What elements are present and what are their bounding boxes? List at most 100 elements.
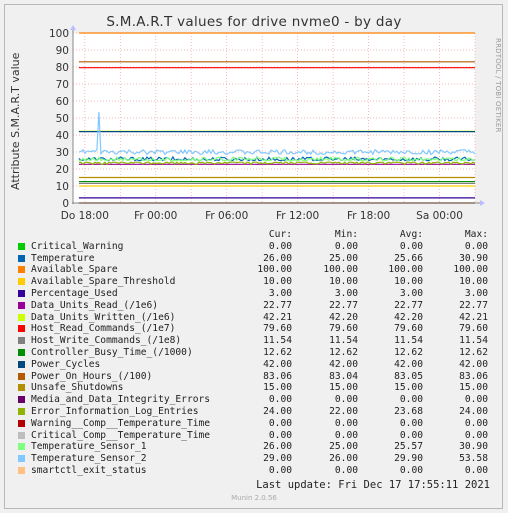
legend-row: Media_and_Data_Integrity_Errors 0.00 0.00 0… — [18, 394, 488, 406]
legend-swatch — [18, 348, 25, 356]
legend-value-cur: 10.00 — [263, 276, 292, 288]
legend-value-avg: 42.00 — [394, 358, 423, 370]
legend-value-max: 0.00 — [464, 464, 488, 476]
legend-value-avg: 10.00 — [394, 276, 423, 288]
legend-swatch — [18, 455, 25, 463]
legend-row: Power_On_Hours_(/100) 83.06 83.04 83.05 83.0… — [18, 371, 488, 383]
legend-value-cur: 24.00 — [263, 405, 292, 417]
legend-value-min: 11.54 — [329, 335, 358, 347]
legend-row: Temperature_Sensor_2 29.00 26.00 29.90 53.58 — [18, 453, 488, 465]
legend-row: Power_Cycles 42.00 42.00 42.00 42.00 — [18, 359, 488, 371]
legend-swatch — [18, 254, 25, 262]
legend-value-avg: 0.00 — [399, 417, 423, 429]
legend-value-cur: 15.00 — [263, 382, 292, 394]
legend-row: Unsafe_Shutdowns 15.00 15.00 15.00 15.00 — [18, 382, 488, 394]
legend-swatch — [18, 443, 25, 451]
legend-value-min: 83.04 — [329, 370, 358, 382]
legend-row: Host_Write_Commands_(/1e8) 11.54 11.54 11.5… — [18, 335, 488, 347]
y-tick-label: 50 — [56, 113, 69, 125]
legend-value-cur: 100.00 — [257, 264, 292, 276]
legend-value-max: 53.58 — [459, 453, 488, 465]
legend-value-avg: 23.68 — [394, 405, 423, 417]
legend-value-avg: 11.54 — [394, 335, 423, 347]
legend-value-max: 42.00 — [459, 358, 488, 370]
y-tick-label: 100 — [49, 28, 69, 40]
legend-value-cur: 29.00 — [263, 453, 292, 465]
legend-value-cur: 79.60 — [263, 323, 292, 335]
legend-series-name: Critical_Warning — [31, 240, 124, 252]
legend-value-cur: 0.00 — [268, 394, 292, 406]
x-tick-label: Fr 06:00 — [205, 210, 248, 222]
legend-value-max: 10.00 — [459, 276, 488, 288]
legend-row: Warning__Comp__Temperature_Time 0.00 0.00 0… — [18, 418, 488, 430]
legend-series-name: smartctl_exit_status — [31, 464, 147, 476]
legend-series-name: Critical_Comp__Temperature_Time — [31, 429, 211, 441]
legend-header-max: Max: — [464, 229, 488, 240]
legend-value-avg: 15.00 — [394, 382, 423, 394]
legend-value-cur: 83.06 — [263, 370, 292, 382]
legend-value-avg: 12.62 — [394, 346, 423, 358]
legend-header-cur: Cur: — [268, 229, 292, 240]
legend-row: Data_Units_Read_(/1e6) 22.77 22.77 22.77 22.… — [18, 300, 488, 312]
legend-value-min: 10.00 — [329, 276, 358, 288]
series-line — [78, 161, 476, 166]
legend-series-name: Data_Units_Written_(/1e6) — [31, 311, 176, 323]
legend-swatch — [18, 466, 25, 474]
legend-series-name: Media_and_Data_Integrity_Errors — [31, 394, 211, 406]
legend-series-name: Warning__Comp__Temperature_Time — [31, 417, 211, 429]
legend-table: Cur: Min: Avg: Max: Critical_Warning 0.00… — [18, 229, 488, 477]
legend-swatch — [18, 372, 25, 380]
legend-value-min: 0.00 — [334, 240, 358, 252]
legend-value-min: 79.60 — [329, 323, 358, 335]
y-tick-label: 90 — [56, 45, 69, 57]
legend-value-max: 0.00 — [464, 429, 488, 441]
legend-value-cur: 0.00 — [268, 429, 292, 441]
legend-row: Host_Read_Commands_(/1e7) 79.60 79.60 79.60… — [18, 323, 488, 335]
legend-swatch — [18, 278, 25, 286]
legend-row: Percentage_Used 3.00 3.00 3.00 3.00 — [18, 288, 488, 300]
legend-swatch — [18, 419, 25, 427]
legend-value-max: 30.90 — [459, 252, 488, 264]
legend-value-min: 42.00 — [329, 358, 358, 370]
legend-value-avg: 3.00 — [399, 287, 423, 299]
y-tick-label: 20 — [56, 164, 69, 176]
legend-series-name: Power_Cycles — [31, 358, 101, 370]
legend-value-cur: 0.00 — [268, 417, 292, 429]
legend-series-name: Data_Units_Read_(/1e6) — [31, 299, 159, 311]
legend-value-min: 0.00 — [334, 464, 358, 476]
legend-value-avg: 25.57 — [394, 441, 423, 453]
legend-value-min: 12.62 — [329, 346, 358, 358]
legend-value-max: 0.00 — [464, 240, 488, 252]
legend-value-cur: 0.00 — [268, 464, 292, 476]
series-line — [78, 111, 476, 156]
legend-value-cur: 3.00 — [268, 287, 292, 299]
legend-value-max: 42.21 — [459, 311, 488, 323]
legend-series-name: Temperature_Sensor_2 — [31, 453, 147, 465]
legend-value-cur: 42.00 — [263, 358, 292, 370]
legend-value-min: 25.00 — [329, 441, 358, 453]
legend-header: Cur: Min: Avg: Max: — [18, 229, 488, 241]
legend-value-avg: 100.00 — [388, 264, 423, 276]
x-gridlines — [84, 33, 476, 203]
legend-swatch — [18, 407, 25, 415]
legend-value-avg: 0.00 — [399, 464, 423, 476]
legend-value-min: 42.20 — [329, 311, 358, 323]
munin-version: Munin 2.0.56 — [231, 494, 277, 502]
legend-value-avg: 0.00 — [399, 240, 423, 252]
legend-row: Critical_Comp__Temperature_Time 0.00 0.00 0… — [18, 430, 488, 442]
x-tick-label: Fr 00:00 — [134, 210, 177, 222]
legend-swatch — [18, 313, 25, 321]
legend-value-cur: 22.77 — [263, 299, 292, 311]
legend-header-min: Min: — [334, 229, 358, 240]
legend-value-max: 100.00 — [453, 264, 488, 276]
legend-series-name: Available_Spare — [31, 264, 118, 276]
legend-row: Available_Spare_Threshold 10.00 10.00 10.00… — [18, 276, 488, 288]
legend-value-avg: 29.90 — [394, 453, 423, 465]
legend-value-avg: 83.05 — [394, 370, 423, 382]
legend-value-cur: 42.21 — [263, 311, 292, 323]
legend-series-name: Power_On_Hours_(/100) — [31, 370, 153, 382]
legend-value-cur: 26.00 — [263, 252, 292, 264]
legend-series-name: Host_Write_Commands_(/1e8) — [31, 335, 182, 347]
x-tick-label: Fr 12:00 — [276, 210, 319, 222]
legend-swatch — [18, 289, 25, 297]
